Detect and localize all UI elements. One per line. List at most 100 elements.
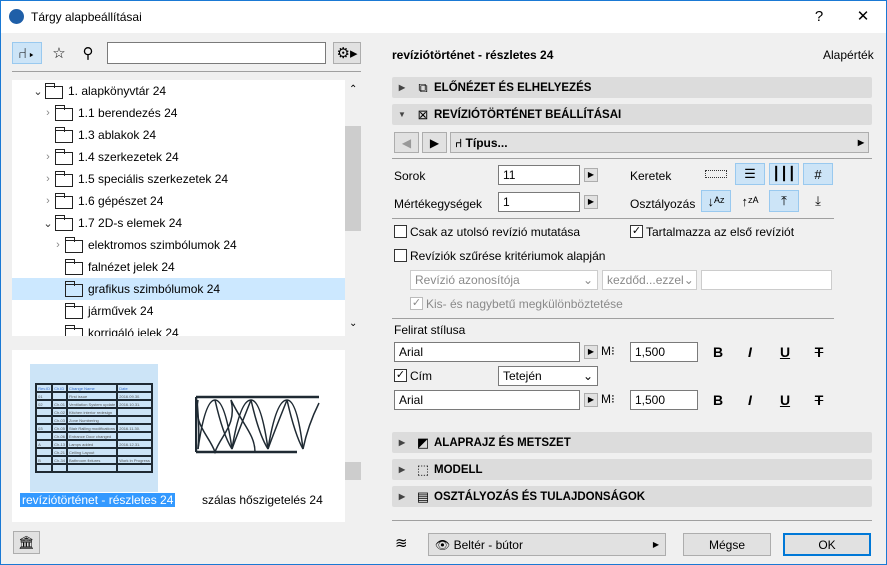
filter-field-dropdown[interactable]: Revízió azonosítója ⌄	[410, 270, 598, 290]
units-label: Mértékegységek	[394, 197, 483, 211]
section-settings[interactable]: ▼ ⊠ REVÍZIÓTÖRTÉNET BEÁLLÍTÁSAI	[392, 104, 872, 125]
preview-scrollbar[interactable]	[345, 350, 361, 522]
scroll-thumb[interactable]	[345, 462, 361, 480]
title-font-input[interactable]	[394, 390, 580, 410]
library-view-button[interactable]: ⑁▸	[12, 42, 42, 64]
units-arrow-button[interactable]: ▶	[584, 195, 598, 209]
layers-icon: ≋	[395, 535, 408, 552]
type-dropdown[interactable]: ⑁ Típus... ▶	[450, 132, 869, 153]
order-top-button[interactable]: ⤒	[769, 190, 799, 212]
sort-descending-button[interactable]: ↑ᶻᴬ	[735, 190, 765, 212]
tree-scrollbar[interactable]: ⌃ ⌄	[345, 80, 361, 336]
cancel-button[interactable]: Mégse	[683, 533, 771, 556]
tree-item[interactable]: › 1.6 gépészet 24	[12, 190, 345, 212]
layer-dropdown[interactable]: 👁 Beltér - bútor ▶	[428, 533, 666, 556]
text-size-input[interactable]	[630, 342, 698, 362]
case-sensitive-label: Kis- és nagybetű megkülönböztetése	[426, 297, 623, 311]
only-last-checkbox[interactable]	[394, 225, 407, 238]
close-button[interactable]: ✕	[856, 8, 870, 25]
search-input[interactable]	[107, 42, 326, 64]
filter-op-dropdown[interactable]: kezdőd...ezzel ⌄	[602, 270, 697, 290]
tree-item-label: 1.3 ablakok 24	[78, 128, 157, 142]
filter-value-input[interactable]	[701, 270, 832, 290]
gear-icon: ⚙▸	[336, 45, 358, 62]
tree-item-label: falnézet jelek 24	[88, 260, 175, 274]
underline-button[interactable]: U	[779, 392, 791, 408]
scroll-down-icon[interactable]: ⌄	[349, 318, 358, 329]
chevron-right-icon[interactable]: ›	[56, 239, 60, 251]
tree-item[interactable]: ⌄ 1.7 2D-s elemek 24	[12, 212, 345, 234]
frame-horizontal-button[interactable]: ☰	[735, 163, 765, 185]
chevron-right-icon[interactable]: ›	[46, 151, 50, 163]
insulation-thumbnail[interactable]	[195, 395, 320, 455]
chevron-down-icon[interactable]: ⌄	[43, 217, 53, 230]
frame-none-button[interactable]	[701, 163, 731, 185]
folder-icon	[65, 303, 83, 319]
section-title: OSZTÁLYOZÁS ÉS TULAJDONSÁGOK	[434, 490, 646, 503]
chevron-right-icon[interactable]: ›	[46, 107, 50, 119]
bold-button[interactable]: B	[712, 392, 724, 408]
divider	[12, 71, 361, 72]
sort-ascending-button[interactable]: ↓ᴬᶻ	[701, 190, 731, 212]
tree-item[interactable]: › elektromos szimbólumok 24	[12, 234, 345, 256]
rows-arrow-button[interactable]: ▶	[584, 168, 598, 182]
bold-button[interactable]: B	[712, 344, 724, 360]
tree-item[interactable]: › 1.5 speciális szerkezetek 24	[12, 168, 345, 190]
folder-icon	[65, 281, 83, 297]
chevron-right-icon[interactable]: ›	[46, 195, 50, 207]
order-bottom-button[interactable]: ⤓	[803, 190, 833, 212]
italic-button[interactable]: I	[748, 392, 752, 408]
favorites-button[interactable]: ☆	[46, 42, 72, 64]
units-input[interactable]	[498, 192, 580, 212]
strikethrough-button[interactable]: T	[814, 392, 824, 408]
title-size-input[interactable]	[630, 390, 698, 410]
settings-menu-button[interactable]: ⚙▸	[333, 42, 361, 64]
underline-button[interactable]: U	[779, 344, 791, 360]
title-checkbox[interactable]: ✓	[394, 369, 407, 382]
tree-item[interactable]: › 1.1 berendezés 24	[12, 102, 345, 124]
tree-item[interactable]: korrigáló jelek 24	[12, 322, 345, 336]
ok-button[interactable]: OK	[783, 533, 871, 556]
strikethrough-button[interactable]: T	[814, 344, 824, 360]
chevron-down-icon[interactable]: ⌄	[33, 85, 43, 98]
case-sensitive-checkbox[interactable]: ✓	[410, 297, 423, 310]
rows-input[interactable]	[498, 165, 580, 185]
scroll-thumb[interactable]	[345, 126, 361, 231]
tree-item[interactable]: ⌄ 1. alapkönyvtár 24	[12, 80, 345, 102]
section-model[interactable]: ▶ ⬚ MODELL	[392, 459, 872, 480]
title-position-dropdown[interactable]: Tetején ⌄	[498, 366, 598, 386]
help-button[interactable]: ?	[814, 8, 824, 25]
search-button[interactable]: ⚲	[75, 42, 101, 64]
arrow-right-icon: ▶	[652, 540, 659, 549]
library-manager-button[interactable]: 🏛	[13, 531, 40, 554]
chair-icon: ⑁▸	[17, 44, 36, 62]
font-arrow-button[interactable]: ▶	[584, 345, 598, 359]
section-plan[interactable]: ▶ ◩ ALAPRAJZ ÉS METSZET	[392, 432, 872, 453]
include-first-checkbox[interactable]: ✓	[630, 225, 643, 238]
thumb-cell: Ch-05	[51, 423, 68, 433]
tree-item[interactable]: falnézet jelek 24	[12, 256, 345, 278]
frame-grid-button[interactable]: #	[803, 163, 833, 185]
chevron-right-icon[interactable]: ›	[46, 173, 50, 185]
section-preview[interactable]: ▶ ⧉ ELŐNÉZET ÉS ELHELYEZÉS	[392, 77, 872, 98]
filter-checkbox[interactable]	[394, 249, 407, 262]
tree-item[interactable]: › 1.4 szerkezetek 24	[12, 146, 345, 168]
tree-item[interactable]: grafikus szimbólumok 24	[12, 278, 345, 300]
object-name: revíziótörténet - részletes 24	[392, 48, 554, 62]
scroll-up-icon[interactable]: ⌃	[349, 84, 358, 95]
title-font-arrow-button[interactable]: ▶	[584, 393, 598, 407]
frame-vertical-button[interactable]: ┃┃┃	[769, 163, 799, 185]
italic-button[interactable]: I	[748, 344, 752, 360]
tree-item[interactable]: 1.3 ablakok 24	[12, 124, 345, 146]
next-button[interactable]: ▶	[422, 132, 447, 153]
prev-button[interactable]: ◀	[394, 132, 419, 153]
folder-icon	[55, 171, 73, 187]
tree-item[interactable]: járművek 24	[12, 300, 345, 322]
chevron-down-icon: ⌄	[582, 369, 593, 383]
document-icon: ▤	[416, 488, 430, 504]
preview-item-revision[interactable]: Rev.ID Ch.ID Change Name Date 01 First issue 2…	[30, 364, 158, 492]
expand-arrow-icon: ▶	[398, 438, 406, 447]
font-input[interactable]	[394, 342, 580, 362]
section-classification[interactable]: ▶ ▤ OSZTÁLYOZÁS ÉS TULAJDONSÁGOK	[392, 486, 872, 507]
